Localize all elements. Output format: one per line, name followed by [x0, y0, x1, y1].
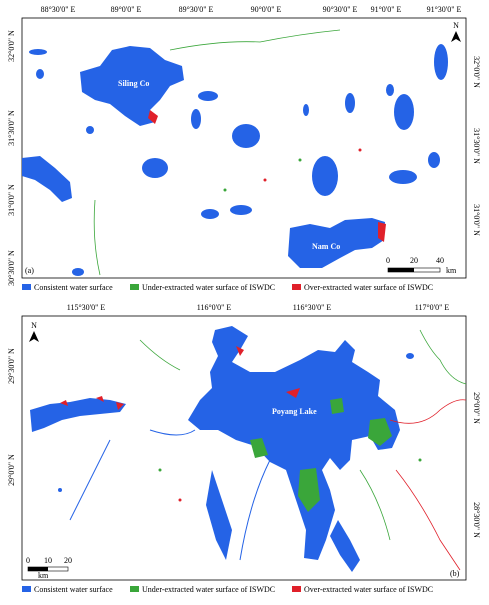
panel-b: Poyang Lake (b) N 0 10 20 km 115°30'0" E…	[7, 303, 481, 594]
legend-label: Under-extracted water surface of ISWDC	[142, 585, 275, 594]
panel-label: (a)	[25, 266, 34, 275]
lat-label: 29°30'0" N	[7, 348, 16, 384]
place-name: Siling Co	[118, 79, 149, 88]
scale-label: km	[446, 266, 457, 275]
scale-label: 0	[386, 256, 390, 265]
scale-label: 0	[26, 556, 30, 565]
lon-label: 90°30'0" E	[323, 5, 358, 14]
lon-label: 89°30'0" E	[179, 5, 214, 14]
lakes	[30, 326, 467, 572]
lat-label: 31°0'0" N	[7, 184, 16, 216]
legend-label: Over-extracted water surface of ISWDC	[304, 585, 433, 594]
right-labels: 29°0'0" N 28°30'0" N	[472, 392, 481, 538]
scale-label: 10	[44, 556, 52, 565]
lon-label: 117°0'0" E	[415, 303, 450, 312]
scale-bar: 0 20 40 km	[386, 256, 457, 275]
lakes	[22, 29, 448, 276]
north-label: N	[31, 321, 37, 330]
lon-label: 88°30'0" E	[41, 5, 76, 14]
lon-label: 116°0'0" E	[197, 303, 232, 312]
lon-label: 91°30'0" E	[427, 5, 462, 14]
lon-label: 115°30'0" E	[67, 303, 106, 312]
place-name: Poyang Lake	[272, 407, 317, 416]
lon-label: 91°0'0" E	[371, 5, 402, 14]
map-frame	[21, 17, 467, 279]
top-labels: 115°30'0" E 116°0'0" E 116°30'0" E 117°0…	[67, 303, 450, 312]
lon-label: 90°0'0" E	[251, 5, 282, 14]
right-labels: 32°0'0" N 31°30'0" N 31°0'0" N	[472, 56, 481, 236]
scale-label: 20	[410, 256, 418, 265]
legend-label: Under-extracted water surface of ISWDC	[142, 283, 275, 292]
top-labels: 88°30'0" E 89°0'0" E 89°30'0" E 90°0'0" …	[41, 5, 462, 14]
legend-label: Consistent water surface	[34, 283, 113, 292]
lat-label: 31°30'0" N	[472, 128, 481, 164]
north-arrow	[451, 31, 461, 42]
scale-label: 40	[436, 256, 444, 265]
lat-label: 32°0'0" N	[7, 30, 16, 62]
lat-label: 30°30'0" N	[7, 250, 16, 286]
lat-label: 29°0'0" N	[472, 392, 481, 424]
scale-label: km	[38, 571, 49, 580]
place-name: Nam Co	[312, 242, 340, 251]
north-label: N	[453, 21, 459, 30]
left-labels: 32°0'0" N 31°30'0" N 31°0'0" N 30°30'0" …	[7, 30, 16, 286]
legend: Consistent water surface Under-extracted…	[22, 283, 433, 292]
lat-label: 32°0'0" N	[472, 56, 481, 88]
north-arrow	[29, 331, 39, 342]
legend-label: Over-extracted water surface of ISWDC	[304, 283, 433, 292]
panel-label: (b)	[450, 569, 460, 578]
lat-label: 29°0'0" N	[7, 454, 16, 486]
lat-label: 31°30'0" N	[7, 110, 16, 146]
legend-label: Consistent water surface	[34, 585, 113, 594]
left-labels: 29°30'0" N 29°0'0" N	[7, 348, 16, 486]
scale-bar: 0 10 20 km	[26, 556, 72, 580]
lon-label: 89°0'0" E	[111, 5, 142, 14]
scale-label: 20	[64, 556, 72, 565]
panel-a: Siling Co Nam Co (a) N 0 20 40 km 88°30'…	[7, 5, 481, 292]
lat-label: 31°0'0" N	[472, 204, 481, 236]
legend: Consistent water surface Under-extracted…	[22, 585, 433, 594]
lon-label: 116°30'0" E	[293, 303, 332, 312]
lat-label: 28°30'0" N	[472, 502, 481, 538]
